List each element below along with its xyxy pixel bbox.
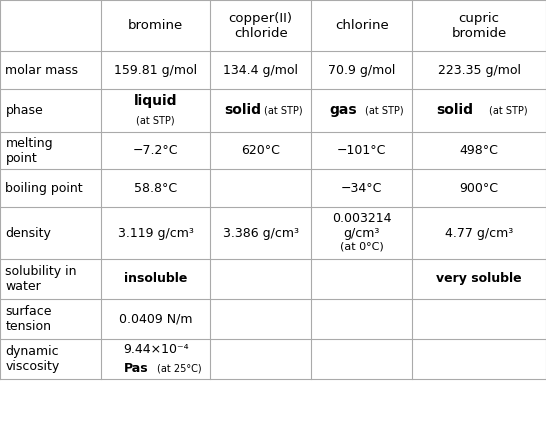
Text: melting
point: melting point: [5, 136, 53, 165]
Text: density: density: [5, 227, 51, 240]
Text: 159.81 g/mol: 159.81 g/mol: [114, 64, 197, 77]
Text: (at STP): (at STP): [489, 105, 528, 116]
Text: 620°C: 620°C: [241, 144, 280, 157]
Text: g/cm³: g/cm³: [343, 227, 380, 240]
Text: 70.9 g/mol: 70.9 g/mol: [328, 64, 395, 77]
Text: (at STP): (at STP): [264, 105, 302, 116]
Text: 134.4 g/mol: 134.4 g/mol: [223, 64, 298, 77]
Text: (at STP): (at STP): [365, 105, 403, 116]
Text: dynamic
viscosity: dynamic viscosity: [5, 345, 60, 373]
Text: chlorine: chlorine: [335, 19, 389, 32]
Text: 223.35 g/mol: 223.35 g/mol: [437, 64, 521, 77]
Text: −101°C: −101°C: [337, 144, 387, 157]
Text: solid: solid: [437, 103, 473, 117]
Text: 58.8°C: 58.8°C: [134, 182, 177, 195]
Text: (at STP): (at STP): [136, 115, 175, 125]
Text: (at 0°C): (at 0°C): [340, 241, 384, 252]
Text: 0.003214: 0.003214: [332, 212, 391, 225]
Text: molar mass: molar mass: [5, 64, 79, 77]
Text: 3.386 g/cm³: 3.386 g/cm³: [223, 227, 299, 240]
Text: very soluble: very soluble: [436, 272, 522, 285]
Text: −7.2°C: −7.2°C: [133, 144, 179, 157]
Text: 498°C: 498°C: [460, 144, 498, 157]
Text: 9.44×10⁻⁴: 9.44×10⁻⁴: [123, 343, 188, 356]
Text: surface
tension: surface tension: [5, 305, 52, 333]
Text: bromine: bromine: [128, 19, 183, 32]
Text: cupric
bromide: cupric bromide: [452, 12, 507, 40]
Text: 900°C: 900°C: [460, 182, 498, 195]
Text: gas: gas: [330, 103, 357, 117]
Text: 4.77 g/cm³: 4.77 g/cm³: [445, 227, 513, 240]
Text: −34°C: −34°C: [341, 182, 382, 195]
Text: phase: phase: [5, 104, 43, 117]
Text: boiling point: boiling point: [5, 182, 83, 195]
Text: Pas: Pas: [123, 362, 149, 376]
Text: liquid: liquid: [134, 94, 177, 107]
Text: 3.119 g/cm³: 3.119 g/cm³: [118, 227, 193, 240]
Text: (at 25°C): (at 25°C): [157, 364, 202, 374]
Text: insoluble: insoluble: [124, 272, 187, 285]
Text: 0.0409 N/m: 0.0409 N/m: [119, 312, 192, 326]
Text: solid: solid: [224, 103, 261, 117]
Text: copper(II)
chloride: copper(II) chloride: [229, 12, 293, 40]
Text: solubility in
water: solubility in water: [5, 265, 77, 293]
